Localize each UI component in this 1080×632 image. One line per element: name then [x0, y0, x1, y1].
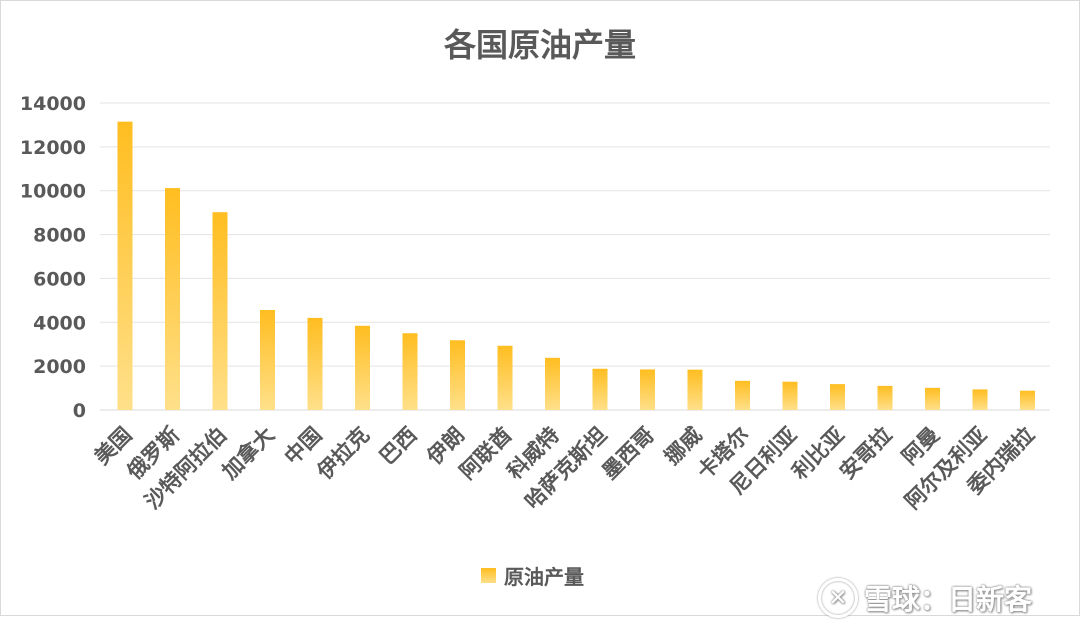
y-tick-label: 10000: [20, 181, 86, 203]
bar: [212, 212, 228, 410]
bar: [735, 380, 750, 410]
x-tick-label: 阿联酋: [455, 423, 517, 485]
bar: [402, 333, 418, 410]
bar: [117, 121, 133, 410]
y-tick-label: 2000: [33, 356, 86, 378]
bar: [1020, 390, 1035, 410]
chart-legend: 原油产量: [481, 561, 584, 590]
legend-label: 原油产量: [504, 565, 584, 589]
bar: [640, 369, 655, 410]
bar: [307, 317, 323, 410]
bar: [165, 188, 180, 410]
bar: [877, 385, 893, 410]
watermark: ✕ 雪球：日新客: [818, 578, 1032, 618]
bar: [782, 381, 798, 410]
bar: [450, 340, 465, 410]
snowball-logo-icon: ✕: [818, 578, 858, 618]
bar: [355, 325, 370, 410]
y-tick-label: 6000: [33, 268, 86, 290]
x-tick-label: 加拿大: [217, 423, 279, 485]
y-tick-label: 14000: [20, 93, 86, 115]
watermark-text: 雪球：日新客: [864, 583, 1033, 616]
bar: [592, 368, 608, 410]
x-tick-label: 巴西: [375, 423, 422, 470]
x-tick-label: 伊拉克: [312, 423, 374, 485]
bar: [687, 369, 703, 410]
bar: [497, 345, 513, 410]
bar: [972, 389, 988, 410]
y-tick-label: 4000: [33, 312, 86, 334]
x-tick-label: 利比亚: [788, 423, 850, 485]
bar: [830, 384, 845, 410]
y-tick-label: 8000: [33, 225, 86, 247]
x-tick-label: 安哥拉: [835, 423, 897, 485]
y-tick-label: 0: [73, 400, 86, 422]
y-tick-label: 12000: [20, 137, 86, 159]
bar: [545, 357, 560, 410]
bar: [925, 387, 940, 410]
x-tick-label: 墨西哥: [598, 423, 660, 485]
legend-swatch: [481, 568, 496, 583]
chart-title: 各国原油产量: [443, 26, 636, 64]
bar: [260, 310, 275, 410]
